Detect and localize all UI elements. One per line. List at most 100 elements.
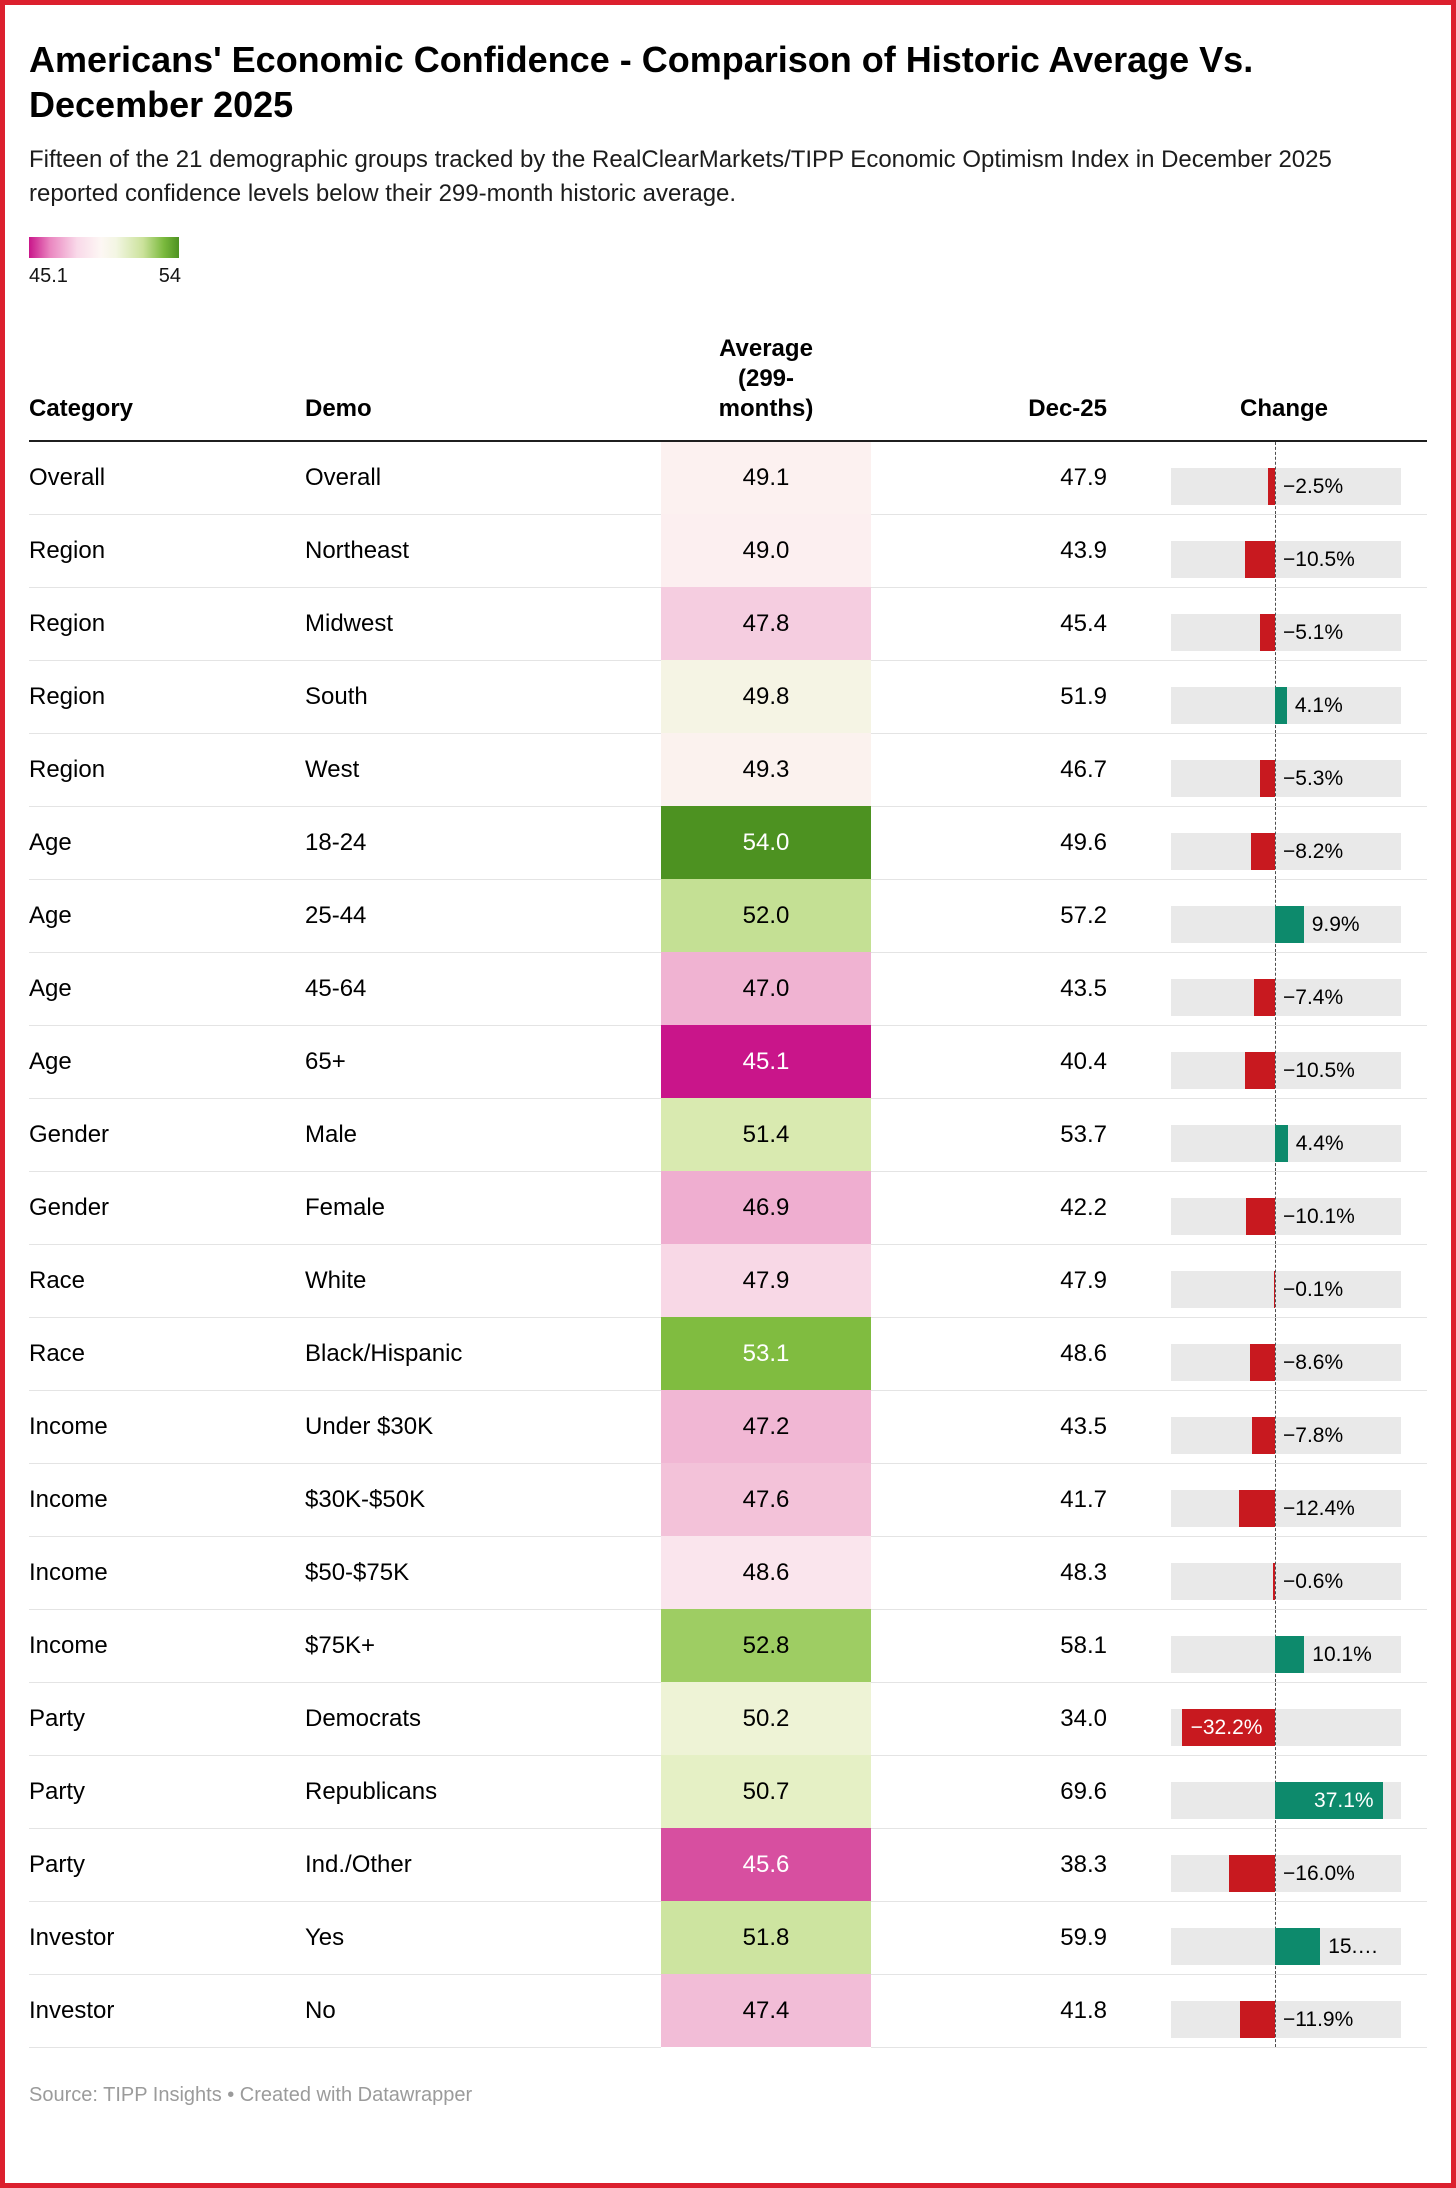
zero-line bbox=[1275, 1317, 1276, 1390]
change-bar-track: −7.8% bbox=[1171, 1417, 1401, 1455]
cell-change: −0.1% bbox=[1121, 1244, 1427, 1318]
change-bar-track: 4.4% bbox=[1171, 1125, 1401, 1163]
cell-dec25: 48.3 bbox=[871, 1536, 1121, 1610]
cell-category: Income bbox=[29, 1463, 305, 1537]
zero-line bbox=[1275, 587, 1276, 660]
cell-demo: Ind./Other bbox=[305, 1828, 661, 1902]
table-row: Income Under $30K 47.2 43.5 −7.8% bbox=[29, 1390, 1427, 1464]
cell-average: 47.9 bbox=[661, 1244, 871, 1318]
chart-title: Americans' Economic Confidence - Compari… bbox=[29, 39, 1254, 125]
cell-demo: Republicans bbox=[305, 1755, 661, 1829]
change-label: −32.2% bbox=[1190, 1715, 1263, 1739]
column-header-dec25: Dec-25 bbox=[871, 334, 1121, 443]
cell-dec25: 43.5 bbox=[871, 1390, 1121, 1464]
zero-line bbox=[1275, 733, 1276, 806]
cell-change: −16.0% bbox=[1121, 1828, 1427, 1902]
cell-change: −32.2% bbox=[1121, 1682, 1427, 1756]
change-label: −10.5% bbox=[1283, 547, 1355, 571]
cell-average: 47.0 bbox=[661, 952, 871, 1026]
cell-dec25: 57.2 bbox=[871, 879, 1121, 953]
change-label: 4.1% bbox=[1294, 693, 1343, 717]
cell-change: −5.1% bbox=[1121, 587, 1427, 661]
cell-dec25: 42.2 bbox=[871, 1171, 1121, 1245]
cell-average: 45.1 bbox=[661, 1025, 871, 1099]
cell-average: 50.7 bbox=[661, 1755, 871, 1829]
change-bar bbox=[1253, 979, 1275, 1017]
change-label: −11.9% bbox=[1283, 2007, 1354, 2031]
change-bar-track: −5.3% bbox=[1171, 760, 1401, 798]
cell-demo: South bbox=[305, 660, 661, 734]
zero-line bbox=[1275, 1463, 1276, 1536]
change-bar bbox=[1181, 1709, 1275, 1747]
cell-demo: Under $30K bbox=[305, 1390, 661, 1464]
change-bar bbox=[1273, 1563, 1275, 1601]
cell-change: −8.6% bbox=[1121, 1317, 1427, 1391]
cell-category: Age bbox=[29, 952, 305, 1026]
change-bar bbox=[1244, 1052, 1275, 1090]
change-bar-track: 15.… bbox=[1171, 1928, 1401, 1966]
change-bar bbox=[1275, 1636, 1305, 1674]
cell-category: Investor bbox=[29, 1901, 305, 1975]
change-bar-track: −32.2% bbox=[1171, 1709, 1401, 1747]
change-label: −8.6% bbox=[1283, 1350, 1344, 1374]
change-bar-track: −0.1% bbox=[1171, 1271, 1401, 1309]
change-bar-track: −10.5% bbox=[1171, 1052, 1401, 1090]
cell-average: 45.6 bbox=[661, 1828, 871, 1902]
zero-line bbox=[1275, 1536, 1276, 1609]
cell-demo: Black/Hispanic bbox=[305, 1317, 661, 1391]
cell-change: 15.… bbox=[1121, 1901, 1427, 1975]
change-bar-track: −7.4% bbox=[1171, 979, 1401, 1017]
cell-dec25: 53.7 bbox=[871, 1098, 1121, 1172]
cell-category: Party bbox=[29, 1682, 305, 1756]
cell-category: Age bbox=[29, 1025, 305, 1099]
cell-demo: 65+ bbox=[305, 1025, 661, 1099]
change-label: −7.8% bbox=[1283, 1423, 1344, 1447]
cell-dec25: 41.7 bbox=[871, 1463, 1121, 1537]
cell-category: Region bbox=[29, 733, 305, 807]
cell-dec25: 69.6 bbox=[871, 1755, 1121, 1829]
table-row: Income $50-$75K 48.6 48.3 −0.6% bbox=[29, 1536, 1427, 1610]
cell-change: −12.4% bbox=[1121, 1463, 1427, 1537]
change-bar-track: 10.1% bbox=[1171, 1636, 1401, 1674]
cell-dec25: 46.7 bbox=[871, 733, 1121, 807]
change-bar-track: −0.6% bbox=[1171, 1563, 1401, 1601]
legend-gradient-bar bbox=[29, 237, 179, 259]
cell-average: 47.8 bbox=[661, 587, 871, 661]
change-bar-track: −10.1% bbox=[1171, 1198, 1401, 1236]
change-bar-track: 37.1% bbox=[1171, 1782, 1401, 1820]
cell-average: 51.4 bbox=[661, 1098, 871, 1172]
cell-average: 53.1 bbox=[661, 1317, 871, 1391]
cell-category: Income bbox=[29, 1609, 305, 1683]
change-bar-track: −8.2% bbox=[1171, 833, 1401, 871]
cell-change: −10.5% bbox=[1121, 1025, 1427, 1099]
cell-dec25: 49.6 bbox=[871, 806, 1121, 880]
cell-change: −0.6% bbox=[1121, 1536, 1427, 1610]
legend-labels: 45.1 54 bbox=[29, 265, 181, 288]
change-label: −5.1% bbox=[1283, 620, 1344, 644]
cell-change: −7.8% bbox=[1121, 1390, 1427, 1464]
table-row: Party Democrats 50.2 34.0 −32.2% bbox=[29, 1682, 1427, 1756]
change-bar bbox=[1252, 1417, 1275, 1455]
change-label: −10.5% bbox=[1283, 1058, 1355, 1082]
cell-demo: White bbox=[305, 1244, 661, 1318]
table-row: Region West 49.3 46.7 −5.3% bbox=[29, 733, 1427, 807]
color-legend: 45.1 54 bbox=[29, 237, 1427, 288]
table-row: Overall Overall 49.1 47.9 −2.5% bbox=[29, 441, 1427, 515]
table-row: Income $30K-$50K 47.6 41.7 −12.4% bbox=[29, 1463, 1427, 1537]
table-row: Race Black/Hispanic 53.1 48.6 −8.6% bbox=[29, 1317, 1427, 1391]
cell-category: Income bbox=[29, 1536, 305, 1610]
table-row: Party Ind./Other 45.6 38.3 −16.0% bbox=[29, 1828, 1427, 1902]
change-label: −7.4% bbox=[1283, 985, 1344, 1009]
change-bar bbox=[1267, 468, 1275, 506]
table-body: Overall Overall 49.1 47.9 −2.5% Region Northea… bbox=[29, 441, 1427, 2048]
cell-change: −10.5% bbox=[1121, 514, 1427, 588]
change-bar bbox=[1244, 541, 1275, 579]
cell-category: Overall bbox=[29, 441, 305, 515]
table-row: Race White 47.9 47.9 −0.1% bbox=[29, 1244, 1427, 1318]
change-bar-track: −16.0% bbox=[1171, 1855, 1401, 1893]
cell-category: Region bbox=[29, 660, 305, 734]
cell-average: 52.8 bbox=[661, 1609, 871, 1683]
cell-average: 54.0 bbox=[661, 806, 871, 880]
zero-line bbox=[1275, 1974, 1276, 2047]
